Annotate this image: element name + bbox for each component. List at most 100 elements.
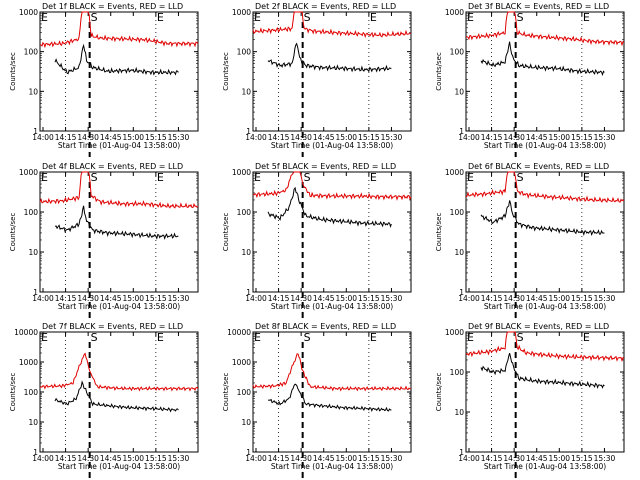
interval-marker-e: E — [583, 331, 590, 344]
x-tick-label: 14:00 — [458, 294, 480, 303]
x-tick-label: 14:15 — [55, 454, 77, 463]
plot-frame — [465, 11, 625, 132]
y-tick-label: 1000 — [445, 168, 464, 177]
x-tick-label: 14:45 — [526, 454, 548, 463]
interval-marker-s: S — [517, 11, 524, 24]
y-tick-label: 1000 — [232, 168, 251, 177]
x-axis-label: Start Time (01-Aug-04 13:58:00) — [271, 141, 393, 150]
interval-marker-e: E — [157, 331, 164, 344]
x-tick-label: 14:30 — [77, 133, 99, 142]
panel-title: Det 4f BLACK = Events, RED = LLD — [42, 162, 183, 171]
panel-title: Det 5f BLACK = Events, RED = LLD — [255, 162, 396, 171]
interval-marker-e: E — [370, 331, 377, 344]
y-tick-label: 1000 — [19, 358, 38, 367]
y-tick-label: 1000 — [232, 358, 251, 367]
x-tick-label: 14:15 — [481, 294, 503, 303]
panel-title: Det 1f BLACK = Events, RED = LLD — [42, 2, 183, 11]
plot-frame — [252, 331, 412, 453]
x-tick-label: 15:15 — [358, 454, 380, 463]
x-tick-label: 15:15 — [145, 454, 167, 463]
x-tick-label: 15:15 — [571, 133, 593, 142]
interval-marker-e: E — [254, 331, 261, 344]
y-tick-label: 1000 — [232, 8, 251, 17]
interval-marker-e: E — [41, 11, 48, 24]
x-tick-label: 15:00 — [335, 133, 357, 142]
y-tick-label: 1000 — [445, 8, 464, 17]
x-axis-label: Start Time (01-Aug-04 13:58:00) — [58, 302, 180, 311]
x-tick-label: 14:30 — [503, 294, 525, 303]
series-line-lld — [252, 11, 412, 39]
x-tick-label: 15:00 — [548, 133, 570, 142]
interval-marker-s: S — [91, 11, 98, 24]
x-tick-label: 15:00 — [548, 294, 570, 303]
interval-marker-e: E — [157, 11, 164, 24]
x-tick-label: 14:00 — [458, 133, 480, 142]
interval-marker-s: S — [517, 331, 524, 344]
x-tick-label: 14:45 — [313, 133, 335, 142]
panel-title: Det 7f BLACK = Events, RED = LLD — [42, 322, 183, 331]
interval-marker-s: S — [304, 171, 311, 184]
x-tick-label: 14:30 — [77, 294, 99, 303]
x-tick-label: 14:45 — [100, 294, 122, 303]
series-line-events — [480, 352, 605, 390]
y-tick-label: 10 — [241, 248, 251, 257]
y-tick-label: 100 — [237, 388, 252, 397]
interval-marker-s: S — [91, 331, 98, 344]
y-tick-label: 1 — [246, 448, 251, 457]
x-tick-label: 14:00 — [245, 294, 267, 303]
x-axis-label: Start Time (01-Aug-04 13:58:00) — [271, 462, 393, 471]
y-tick-label: 10 — [28, 418, 38, 427]
x-tick-label: 15:30 — [594, 294, 616, 303]
plot-frame — [39, 11, 199, 132]
x-tick-label: 15:30 — [381, 133, 403, 142]
series-line-events — [54, 43, 179, 76]
x-tick-label: 15:30 — [381, 454, 403, 463]
plot-frame — [39, 171, 199, 293]
y-tick-label: 10000 — [14, 328, 38, 337]
y-tick-label: 1 — [459, 127, 464, 136]
x-axis-label: Start Time (01-Aug-04 13:58:00) — [58, 462, 180, 471]
y-tick-label: 100 — [237, 208, 252, 217]
y-tick-label: 1 — [459, 288, 464, 297]
series-line-lld — [465, 11, 625, 47]
y-tick-label: 100 — [24, 388, 39, 397]
y-axis-label: Counts/sec — [222, 213, 230, 252]
panel-title: Det 9f BLACK = Events, RED = LLD — [468, 322, 609, 331]
x-tick-label: 14:45 — [526, 294, 548, 303]
x-tick-label: 14:45 — [100, 133, 122, 142]
x-tick-label: 14:30 — [77, 454, 99, 463]
x-tick-label: 15:00 — [122, 133, 144, 142]
x-tick-label: 14:45 — [313, 454, 335, 463]
y-tick-label: 1 — [33, 288, 38, 297]
x-tick-label: 14:45 — [313, 294, 335, 303]
x-tick-label: 14:00 — [32, 294, 54, 303]
series-line-lld — [39, 11, 199, 49]
interval-marker-e: E — [467, 331, 474, 344]
plot-frame — [252, 11, 412, 132]
panel-title: Det 8f BLACK = Events, RED = LLD — [255, 322, 396, 331]
x-tick-label: 15:30 — [168, 133, 190, 142]
series-line-events — [54, 380, 179, 413]
interval-marker-e: E — [370, 171, 377, 184]
x-tick-label: 14:00 — [245, 133, 267, 142]
x-tick-label: 15:15 — [571, 454, 593, 463]
x-tick-label: 15:00 — [122, 294, 144, 303]
interval-marker-e: E — [467, 171, 474, 184]
x-tick-label: 15:15 — [145, 133, 167, 142]
x-tick-label: 14:15 — [268, 294, 290, 303]
series-line-lld — [39, 352, 199, 392]
y-tick-label: 1000 — [445, 328, 464, 337]
y-axis-label: Counts/sec — [9, 373, 17, 412]
x-axis-label: Start Time (01-Aug-04 13:58:00) — [484, 141, 606, 150]
series-line-events — [480, 200, 605, 237]
y-tick-label: 1 — [246, 127, 251, 136]
interval-marker-s: S — [304, 331, 311, 344]
y-tick-label: 10 — [454, 87, 464, 96]
x-tick-label: 15:30 — [168, 294, 190, 303]
x-tick-label: 14:30 — [290, 454, 312, 463]
y-tick-label: 1 — [33, 448, 38, 457]
interval-marker-e: E — [583, 11, 590, 24]
x-tick-label: 14:15 — [481, 454, 503, 463]
y-tick-label: 10 — [28, 248, 38, 257]
